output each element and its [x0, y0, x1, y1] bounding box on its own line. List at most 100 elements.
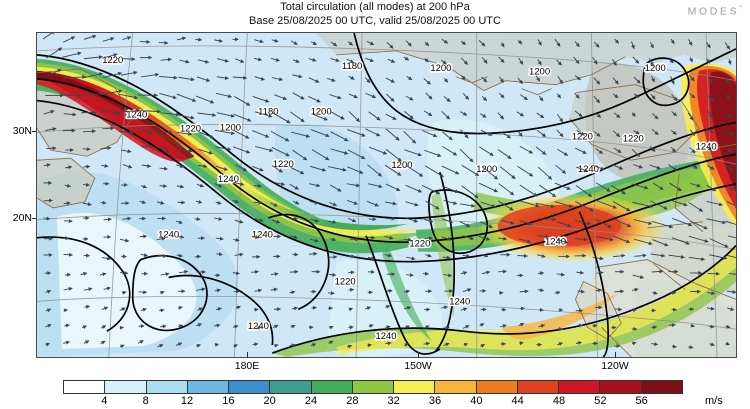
- colorbar-tick-label: 44: [512, 395, 524, 407]
- longitude-tick: [247, 352, 248, 358]
- wind-arrow: [672, 346, 676, 347]
- title-line-1: Total circulation (all modes) at 200 hPa: [0, 1, 750, 15]
- svg-text:1240: 1240: [578, 164, 599, 175]
- colorbar-cell: [229, 381, 270, 393]
- colorbar[interactable]: [63, 380, 683, 394]
- svg-text:1220: 1220: [335, 276, 356, 287]
- wind-arrow: [101, 202, 106, 203]
- colorbar-tick-label: 16: [222, 395, 234, 407]
- wind-arrow: [64, 254, 73, 255]
- colorbar-unit-label: m/s: [705, 395, 723, 407]
- wind-arrow: [139, 292, 147, 293]
- colorbar-cell: [518, 381, 559, 393]
- svg-text:1200: 1200: [311, 107, 332, 118]
- svg-text:1220: 1220: [572, 131, 593, 142]
- colorbar-cell: [394, 381, 435, 393]
- colorbar-tick-label: 8: [143, 395, 149, 407]
- colorbar-tick-label: 32: [388, 395, 400, 407]
- wind-arrow: [520, 308, 524, 309]
- colorbar-tick-label: 48: [553, 395, 565, 407]
- wind-arrow: [369, 219, 376, 220]
- colorbar-cell: [147, 381, 188, 393]
- colorbar-cell: [270, 381, 311, 393]
- longitude-label: 150W: [404, 360, 431, 372]
- colorbar-tick-label: 20: [264, 395, 276, 407]
- colorbar-cell: [477, 381, 518, 393]
- title-line-2: Base 25/08/2025 00 UTC, valid 25/08/2025…: [0, 15, 750, 29]
- weather-map[interactable]: 1220122011801180120012001200120012001200…: [37, 33, 736, 357]
- wind-arrow: [406, 275, 413, 276]
- wind-arrow: [160, 186, 167, 187]
- colorbar-tick-label: 12: [181, 395, 193, 407]
- colorbar-tick-label: 56: [636, 395, 648, 407]
- colorbar-cell: [188, 381, 229, 393]
- longitude-tick: [418, 352, 419, 358]
- colorbar-cell: [353, 381, 394, 393]
- colorbar-cell: [435, 381, 476, 393]
- wind-arrow: [122, 59, 135, 60]
- colorbar-cell: [64, 381, 105, 393]
- colorbar-cell: [600, 381, 641, 393]
- svg-text:1220: 1220: [102, 55, 123, 66]
- longitude-label: 180E: [235, 360, 260, 372]
- colorbar-cell: [559, 381, 600, 393]
- svg-text:1180: 1180: [342, 61, 362, 72]
- svg-text:1240: 1240: [696, 141, 717, 152]
- svg-text:1240: 1240: [449, 296, 470, 307]
- page-title: Total circulation (all modes) at 200 hPa…: [0, 1, 750, 28]
- latitude-label: 30N: [0, 125, 32, 137]
- colorbar-tick-label: 36: [429, 395, 441, 407]
- svg-text:1240: 1240: [248, 321, 269, 332]
- colorbar-tick-label: 52: [594, 395, 606, 407]
- svg-text:1220: 1220: [623, 133, 644, 144]
- wind-arrow: [328, 293, 334, 294]
- modes-logo: MODES°: [688, 5, 742, 18]
- colorbar-tick-label: 24: [305, 395, 317, 407]
- svg-text:1200: 1200: [391, 160, 412, 171]
- svg-text:1240: 1240: [218, 174, 239, 185]
- svg-text:1200: 1200: [430, 63, 451, 74]
- svg-text:1200: 1200: [645, 63, 666, 74]
- svg-text:1200: 1200: [529, 67, 550, 78]
- brand-text: MODES: [688, 6, 740, 18]
- svg-text:1240: 1240: [545, 237, 566, 248]
- colorbar-tick-label: 40: [470, 395, 482, 407]
- latitude-label: 20N: [0, 212, 32, 224]
- wind-arrow: [517, 256, 527, 257]
- colorbar-cell: [105, 381, 146, 393]
- svg-text:1240: 1240: [375, 331, 396, 342]
- colorbar-cell: [642, 381, 682, 393]
- longitude-tick: [615, 352, 616, 358]
- svg-text:1200: 1200: [476, 164, 497, 175]
- longitude-label: 120W: [601, 360, 628, 372]
- brand-mark-icon: °: [739, 5, 742, 12]
- wind-arrow: [195, 256, 201, 257]
- wind-arrow: [139, 326, 144, 327]
- svg-text:1240: 1240: [252, 230, 273, 241]
- svg-text:1220: 1220: [409, 239, 430, 250]
- colorbar-tick-label: 28: [346, 395, 358, 407]
- colorbar-cell: [312, 381, 353, 393]
